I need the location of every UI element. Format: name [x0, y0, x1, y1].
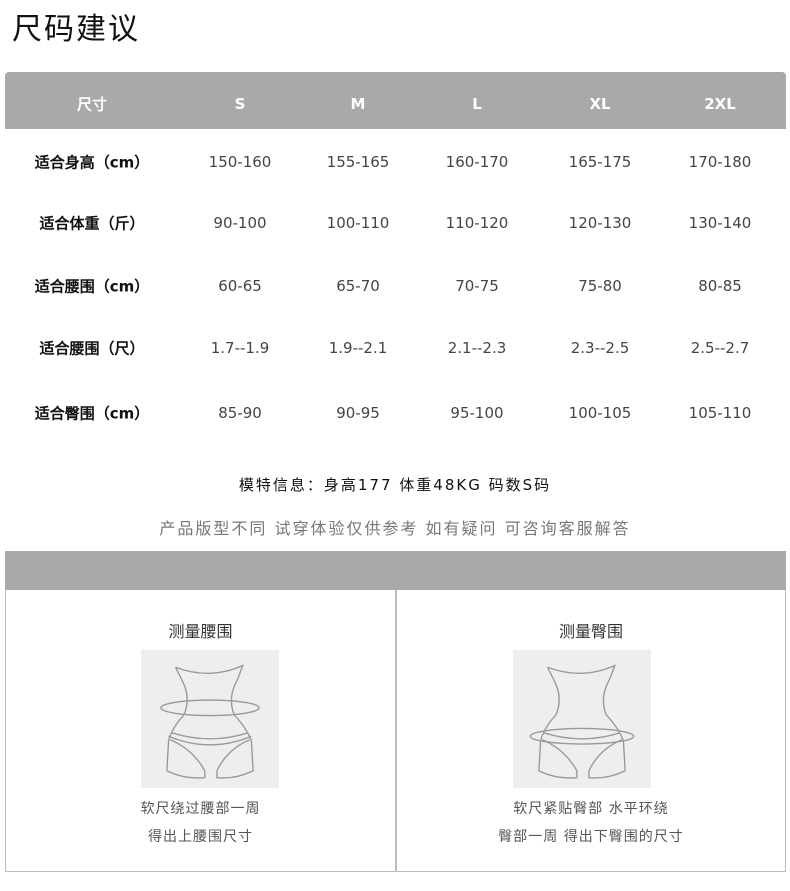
column-header: M — [350, 95, 366, 113]
table-cell: 170-180 — [688, 153, 752, 171]
column-header: L — [472, 95, 482, 113]
column-header: 2XL — [704, 95, 736, 113]
instruction-line: 得出上腰围尺寸 — [148, 829, 253, 845]
table-cell: 65-70 — [336, 277, 380, 295]
model-info: 模特信息：身高177 体重48KG 码数S码 — [238, 476, 552, 494]
instruction-line: 软尺绕过腰部一周 — [140, 801, 261, 817]
table-cell: 90-95 — [336, 404, 380, 422]
page-title: 尺码建议 — [12, 12, 140, 47]
table-cell: 85-90 — [218, 404, 262, 422]
instruction-line: 臀部一周 得出下臀围的尺寸 — [498, 829, 684, 845]
table-cell: 70-75 — [455, 277, 499, 295]
table-cell: 130-140 — [688, 214, 752, 232]
row-label: 适合身高（cm） — [34, 153, 150, 172]
row-label: 适合腰围（尺） — [39, 339, 145, 358]
table-cell: 75-80 — [578, 277, 622, 295]
panel-title: 测量腰围 — [168, 622, 233, 641]
section-divider — [5, 551, 786, 590]
table-cell: 100-105 — [568, 404, 632, 422]
table-cell: 150-160 — [208, 153, 272, 171]
table-cell: 105-110 — [688, 404, 752, 422]
table-cell: 80-85 — [698, 277, 742, 295]
table-cell: 60-65 — [218, 277, 262, 295]
table-cell: 2.1--2.3 — [447, 339, 507, 357]
table-cell: 2.5--2.7 — [690, 339, 750, 357]
row-label: 适合臀围（cm） — [34, 404, 150, 423]
instruction-line: 软尺紧贴臀部 水平环绕 — [513, 801, 669, 817]
fit-note: 产品版型不同 试穿体验仅供参考 如有疑问 可咨询客服解答 — [159, 519, 631, 538]
table-cell: 110-120 — [445, 214, 509, 232]
measure-waist-panel: 测量腰围 软尺绕过腰部一周 得出上腰围尺寸 — [5, 590, 396, 872]
table-cell: 100-110 — [326, 214, 390, 232]
table-cell: 2.3--2.5 — [570, 339, 630, 357]
table-cell: 95-100 — [450, 404, 504, 422]
row-label: 适合腰围（cm） — [34, 277, 150, 296]
table-cell: 90-100 — [213, 214, 267, 232]
hip-figure-icon — [513, 650, 651, 788]
table-cell: 160-170 — [445, 153, 509, 171]
table-header — [5, 72, 786, 129]
table-cell: 165-175 — [568, 153, 632, 171]
table-cell: 1.9--2.1 — [328, 339, 388, 357]
column-header: XL — [589, 95, 611, 113]
panel-title: 测量臀围 — [558, 622, 623, 641]
column-header: S — [234, 95, 246, 113]
waist-figure-icon — [141, 650, 279, 788]
measure-hip-panel: 测量臀围 软尺紧贴臀部 水平环绕 臀部一周 得出下臀围的尺寸 — [396, 590, 786, 872]
row-label: 适合体重（斤） — [39, 214, 145, 233]
table-cell: 120-130 — [568, 214, 632, 232]
table-cell: 1.7--1.9 — [210, 339, 270, 357]
column-header: 尺寸 — [76, 95, 108, 114]
table-cell: 155-165 — [326, 153, 390, 171]
